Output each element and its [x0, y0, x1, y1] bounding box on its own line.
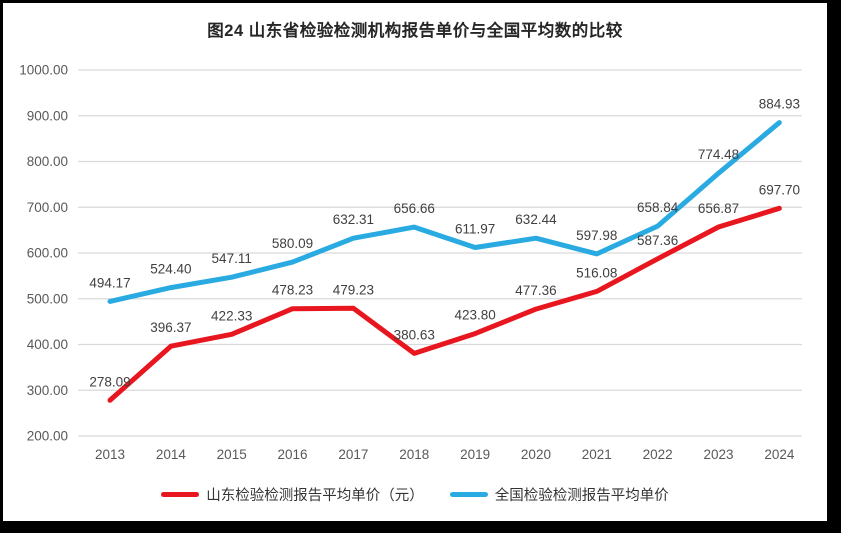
data-label-series1: 524.40: [150, 262, 191, 277]
x-axis-tick-label: 2024: [764, 447, 795, 462]
x-axis-tick-label: 2020: [521, 447, 551, 462]
legend-label-national: 全国检验检测报告平均单价: [494, 487, 669, 504]
chart-title: 图24 山东省检验检测机构报告单价与全国平均数的比较: [207, 22, 623, 40]
data-label-series1: 656.66: [394, 201, 435, 216]
data-label-series0: 278.09: [89, 374, 130, 389]
data-label-series0: 516.08: [576, 265, 617, 280]
legend-label-shandong: 山东检验检测报告平均单价（元）: [206, 487, 424, 504]
legend-item-national: 全国检验检测报告平均单价: [449, 484, 669, 505]
data-label-series0: 396.37: [150, 320, 191, 335]
legend: 山东检验检测报告平均单价（元） 全国检验检测报告平均单价: [3, 481, 827, 507]
x-axis-tick-label: 2022: [643, 447, 673, 462]
data-label-series1: 774.48: [698, 147, 739, 162]
data-label-series0: 422.33: [211, 308, 252, 323]
data-label-series0: 478.23: [272, 283, 313, 298]
x-axis-tick-label: 2018: [399, 447, 429, 462]
y-axis-tick-label: 300.00: [27, 383, 68, 398]
data-label-series0: 380.63: [394, 327, 435, 342]
legend-line-swatch-national: [449, 491, 488, 497]
data-label-series0: 477.36: [515, 283, 556, 298]
y-axis-tick-label: 1000.00: [19, 63, 68, 78]
x-axis-tick-label: 2017: [338, 447, 368, 462]
y-axis-tick-label: 900.00: [27, 108, 68, 123]
legend-line-swatch-shandong: [161, 491, 200, 497]
x-axis-tick-label: 2013: [95, 447, 125, 462]
data-label-series0: 479.23: [333, 282, 374, 297]
x-axis-tick-label: 2015: [217, 447, 247, 462]
data-label-series1: 658.84: [637, 200, 679, 215]
data-label-series1: 547.11: [212, 251, 252, 266]
chart-canvas: 200.00 300.00 400.00 500.00 600.00 700.00 800.…: [19, 63, 802, 462]
x-axis-tick-label: 2023: [703, 447, 733, 462]
x-axis-tick-label: 2014: [156, 447, 187, 462]
data-label-series0: 697.70: [759, 182, 800, 197]
data-label-series1: 632.44: [515, 212, 557, 227]
y-axis-tick-label: 400.00: [27, 337, 68, 352]
x-axis-tick-label: 2019: [460, 447, 490, 462]
chart-panel: 图24 山东省检验检测机构报告单价与全国平均数的比较 200.00 300.00 4…: [3, 3, 827, 521]
y-axis-tick-label: 500.00: [27, 291, 68, 306]
legend-item-shandong: 山东检验检测报告平均单价（元）: [161, 484, 424, 505]
data-label-series0: 656.87: [698, 201, 739, 216]
y-axis-tick-label: 800.00: [27, 154, 68, 169]
y-axis-tick-label: 600.00: [27, 246, 68, 261]
data-label-series1: 494.17: [89, 275, 130, 290]
x-axis-tick-label: 2016: [278, 447, 308, 462]
data-label-series1: 611.97: [455, 222, 495, 237]
y-axis-tick-label: 200.00: [27, 429, 68, 444]
data-label-series1: 597.98: [576, 228, 617, 243]
data-label-series0: 587.36: [637, 233, 678, 248]
data-label-series1: 632.31: [333, 212, 374, 227]
data-label-series1: 884.93: [759, 97, 800, 112]
data-label-series0: 423.80: [454, 308, 495, 323]
data-label-series1: 580.09: [272, 236, 313, 251]
y-axis-tick-label: 700.00: [27, 200, 68, 215]
series-line-0: [107, 205, 782, 403]
series-line-1: [107, 120, 782, 304]
x-axis-tick-label: 2021: [582, 447, 612, 462]
